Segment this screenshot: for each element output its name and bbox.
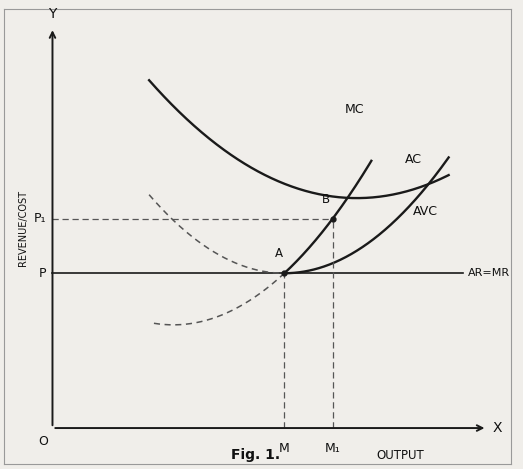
Text: MC: MC: [345, 103, 365, 116]
Text: M₁: M₁: [325, 442, 340, 455]
Text: X: X: [492, 421, 502, 435]
Text: Fig. 1.: Fig. 1.: [231, 448, 280, 462]
Text: P₁: P₁: [34, 212, 47, 225]
Text: AR=MR: AR=MR: [468, 268, 510, 278]
Text: O: O: [38, 435, 48, 448]
Text: OUTPUT: OUTPUT: [377, 448, 424, 461]
Text: M: M: [279, 442, 290, 455]
Text: REVENUE/COST: REVENUE/COST: [18, 189, 28, 266]
Text: Y: Y: [48, 7, 56, 21]
Text: P: P: [39, 267, 47, 280]
Text: AVC: AVC: [413, 205, 437, 218]
Text: AC: AC: [405, 153, 422, 166]
Text: A: A: [275, 248, 282, 260]
Text: B: B: [322, 193, 329, 206]
